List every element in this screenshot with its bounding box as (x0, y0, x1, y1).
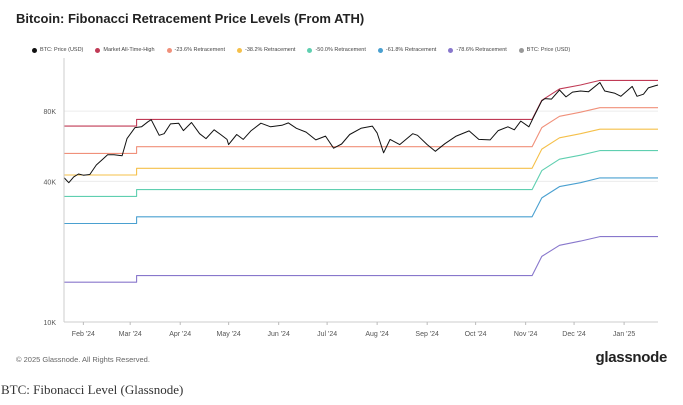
legend-swatch (95, 47, 101, 53)
y-tick-label: 10K (44, 320, 57, 327)
series-line-23-6-retracement (64, 107, 658, 154)
x-tick-label: Jan '25 (613, 331, 635, 338)
series-line-78-6-retracement (64, 236, 658, 283)
legend-label: -23.6% Retracement (174, 47, 225, 53)
legend-label: -50.0% Retracement (315, 47, 366, 53)
x-tick-label: Sep '24 (415, 331, 439, 338)
legend-label: Market All-Time-High (103, 47, 155, 53)
x-tick-label: Jul '24 (317, 331, 337, 338)
series-line-50-0-retracement (64, 150, 658, 197)
legend-label: -61.8% Retracement (385, 47, 437, 53)
legend-swatch (518, 47, 524, 53)
legend-label: -38.2% Retracement (244, 47, 296, 53)
x-tick-label: Apr '24 (169, 331, 191, 338)
legend-swatch (32, 47, 37, 53)
x-tick-label: May '24 (216, 331, 240, 338)
legend-swatch (307, 47, 313, 53)
x-tick-label: Nov '24 (514, 331, 538, 338)
legend-item[interactable]: BTC: Price (USD) (518, 47, 571, 53)
legend-swatch (166, 47, 172, 53)
series-line-market-all-time-high (64, 79, 658, 127)
brand-logo: glassnode (595, 349, 668, 366)
image-caption: BTC: Fibonacci Level (Glassnode) (1, 382, 184, 397)
legend-item[interactable]: -78.6% Retracement (448, 47, 507, 53)
y-tick-label: 80K (44, 109, 57, 116)
y-tick-label: 40K (44, 179, 57, 186)
x-tick-label: Oct '24 (465, 331, 487, 338)
axis-layer: 10K 40K 80K Feb '24 Mar '24 Apr '24 May '24 Jun… (44, 58, 658, 338)
x-tick-label: Dec '24 (562, 331, 586, 338)
legend-label: -78.6% Retracement (456, 47, 507, 53)
series-line-38-2-retracement (64, 128, 658, 176)
series-line-btc-price-usd (63, 82, 659, 184)
legend-swatch (236, 47, 242, 53)
x-tick-label: Aug '24 (365, 331, 389, 338)
grid-layer (64, 110, 658, 182)
chart-legend[interactable]: BTC: Price (USD) Market All-Time-High -23.… (32, 47, 582, 53)
x-tick-label: Mar '24 (119, 331, 142, 338)
legend-swatch (448, 47, 454, 53)
x-tick-label: Feb '24 (72, 331, 95, 338)
legend-item[interactable]: BTC: Price (USD) (32, 47, 83, 53)
copyright-text: © 2025 Glassnode. All Rights Reserved. (16, 355, 150, 364)
legend-item[interactable]: -23.6% Retracement (166, 47, 225, 53)
legend-item[interactable]: -38.2% Retracement (236, 47, 296, 53)
legend-item[interactable]: -61.8% Retracement (377, 47, 437, 53)
series-layer (63, 79, 659, 283)
legend-swatch (377, 47, 383, 53)
legend-item[interactable]: -50.0% Retracement (307, 47, 366, 53)
chart-title: Bitcoin: Fibonacci Retracement Price Lev… (16, 11, 365, 26)
series-line-61-8-retracement (64, 177, 658, 225)
legend-label: BTC: Price (USD) (526, 47, 571, 53)
x-tick-label: Jun '24 (267, 331, 289, 338)
legend-label: BTC: Price (USD) (40, 47, 84, 53)
legend-item[interactable]: Market All-Time-High (95, 47, 155, 53)
